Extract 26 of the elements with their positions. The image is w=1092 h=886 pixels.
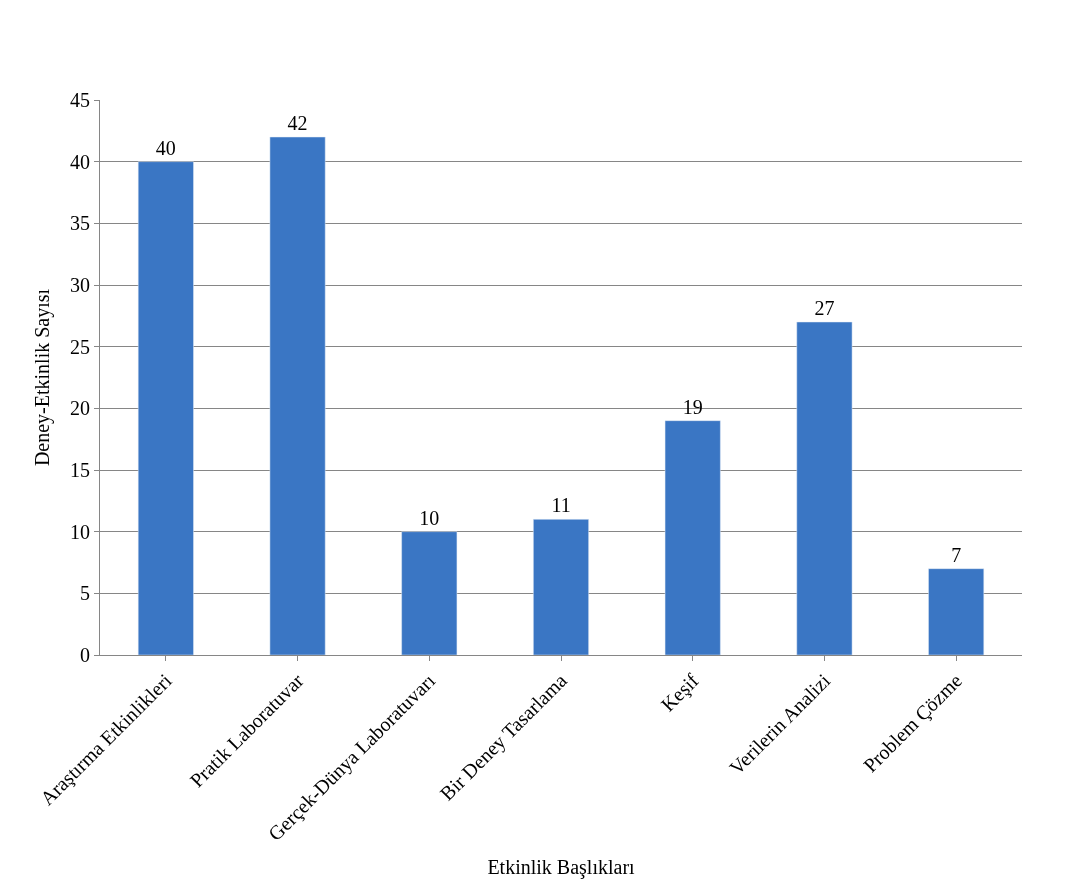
y-axis-title: Deney-Etkinlik Sayısı bbox=[30, 288, 54, 467]
data-label: 11 bbox=[551, 494, 571, 517]
bar bbox=[928, 568, 985, 655]
bar bbox=[137, 161, 194, 655]
y-tick-label: 5 bbox=[80, 582, 90, 605]
y-tick-label: 40 bbox=[70, 150, 90, 173]
data-label: 42 bbox=[287, 112, 308, 134]
bar bbox=[401, 531, 458, 655]
y-tick-label: 25 bbox=[70, 335, 90, 358]
bar bbox=[269, 136, 326, 655]
bar bbox=[664, 420, 721, 655]
bar bbox=[796, 321, 853, 655]
data-label: 40 bbox=[155, 136, 176, 159]
y-tick-label: 10 bbox=[70, 520, 90, 543]
y-tick-label: 15 bbox=[70, 459, 90, 481]
data-label: 27 bbox=[814, 297, 835, 319]
data-label: 19 bbox=[682, 395, 703, 418]
y-tick-label: 20 bbox=[70, 397, 90, 420]
y-tick-label: 0 bbox=[80, 644, 90, 666]
y-tick-label: 35 bbox=[70, 212, 90, 235]
y-tick-label: 30 bbox=[70, 274, 90, 296]
data-label: 7 bbox=[951, 543, 962, 566]
data-label: 10 bbox=[419, 506, 440, 529]
x-axis-title: Etkinlik Başlıkları bbox=[487, 855, 636, 879]
y-tick-label: 45 bbox=[70, 89, 90, 111]
bar bbox=[533, 519, 589, 655]
